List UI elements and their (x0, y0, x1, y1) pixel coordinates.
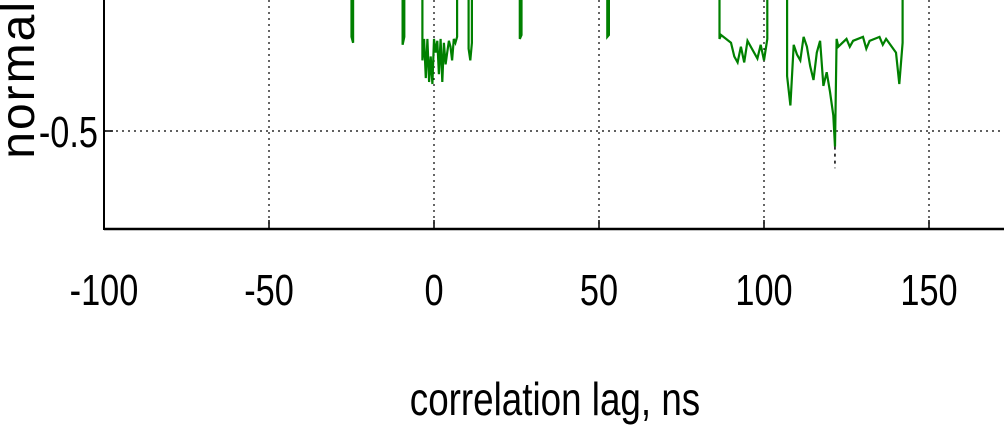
series-line-segment (421, 0, 459, 85)
x-tick-label: 150 (900, 266, 957, 315)
x-tick-label: -50 (244, 266, 294, 315)
series-line-segment (401, 0, 406, 46)
series-line-segment (785, 0, 904, 147)
series-line-segment (350, 0, 355, 44)
series-line-segment (606, 0, 611, 40)
series-layer (350, 0, 904, 169)
x-tick-label: 0 (424, 266, 443, 315)
y-tick-label: -0.5 (39, 108, 98, 157)
y-axis-label: normal (0, 0, 45, 159)
x-tick-label: -100 (70, 266, 139, 315)
x-axis-label: correlation lag, ns (410, 373, 700, 425)
grid (104, 0, 1004, 229)
x-tick-label: 100 (735, 266, 792, 315)
tick-labels: -100 -50 0 50 100 150 -0.5 (39, 108, 958, 315)
series-line-segment (518, 0, 523, 40)
series-line-segment (718, 0, 769, 66)
axes (103, 0, 1004, 231)
x-tick-label: 50 (580, 266, 618, 315)
series-line-segment (467, 0, 473, 61)
